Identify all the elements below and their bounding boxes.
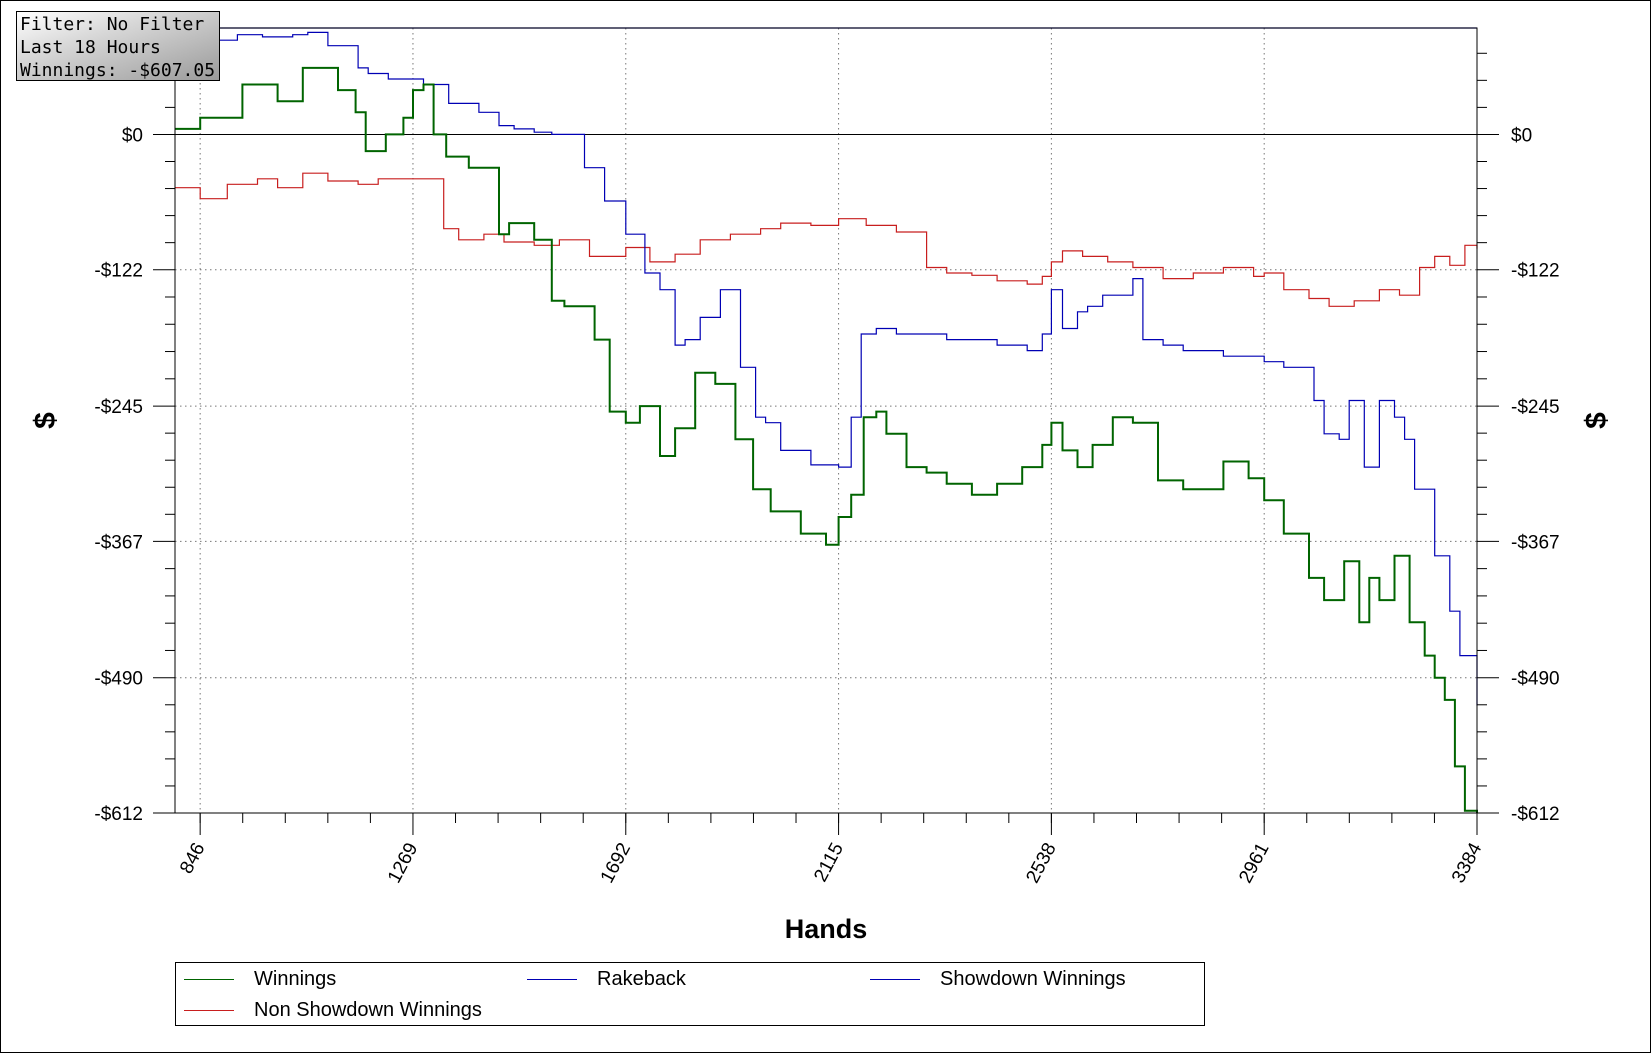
legend-swatch-winnings — [184, 978, 234, 980]
plot-area-border — [174, 27, 1478, 814]
tick-labels: $0 $0 -$122 -$122 -$245 -$245 -$367 -$367 -$490 -… — [94, 125, 1559, 886]
y-tick-label-right: -$490 — [1511, 669, 1560, 690]
legend-swatch-rakeback — [527, 978, 577, 980]
tick-marks — [153, 52, 1499, 835]
legend: Winnings Rakeback Showdown Winnings Non … — [175, 962, 1205, 1026]
legend-item-non-showdown-winnings: Non Showdown Winnings — [184, 996, 482, 1024]
x-tick-label: 2538 — [1022, 839, 1060, 886]
y-tick-label-left: $0 — [122, 125, 143, 146]
filter-label: Filter: No Filter — [20, 14, 205, 35]
y-tick-label-right: -$367 — [1511, 532, 1560, 553]
winnings-total-label: Winnings: -$607.05 — [20, 60, 216, 81]
filter-info-box: Filter: No Filter Last 18 Hours Winnings… — [16, 11, 220, 81]
y-tick-label-left: -$122 — [94, 261, 143, 282]
grid-lines — [175, 28, 1477, 814]
legend-swatch-non-showdown-winnings — [184, 1009, 234, 1011]
y-tick-label-left: -$245 — [94, 397, 143, 418]
legend-item-winnings: Winnings — [184, 965, 336, 993]
x-tick-label: 1692 — [597, 839, 635, 886]
y-axis-title-left: $ — [29, 412, 62, 429]
series-layer — [175, 27, 1478, 813]
x-tick-label: 3384 — [1448, 839, 1487, 887]
y-axis-title-right: $ — [1580, 412, 1613, 429]
legend-item-showdown-winnings: Showdown Winnings — [870, 965, 1126, 993]
legend-item-rakeback: Rakeback — [527, 965, 686, 993]
period-label: Last 18 Hours — [20, 37, 161, 58]
legend-label-non-showdown-winnings: Non Showdown Winnings — [254, 998, 482, 1021]
y-tick-label-right: $0 — [1511, 125, 1532, 146]
x-tick-label: 1269 — [384, 839, 422, 886]
y-tick-label-right: -$245 — [1511, 397, 1560, 418]
y-tick-label-right: -$122 — [1511, 261, 1560, 282]
legend-label-rakeback: Rakeback — [597, 967, 686, 990]
x-tick-label: 2115 — [810, 839, 848, 885]
legend-label-showdown-winnings: Showdown Winnings — [940, 967, 1126, 990]
legend-swatch-showdown-winnings — [870, 978, 920, 980]
legend-label-winnings: Winnings — [254, 967, 337, 990]
x-axis-title: Hands — [785, 914, 868, 944]
y-tick-label-left: -$612 — [94, 804, 143, 825]
x-tick-label: 846 — [176, 839, 209, 877]
y-tick-label-left: -$367 — [94, 532, 143, 553]
series-line-non-showdown-winnings — [175, 172, 1478, 307]
y-tick-label-left: -$490 — [94, 669, 143, 690]
series-line-winnings — [175, 66, 1478, 813]
x-tick-label: 2961 — [1235, 839, 1273, 886]
series-line-showdown-winnings — [175, 31, 1478, 706]
y-tick-label-right: -$612 — [1511, 804, 1560, 825]
